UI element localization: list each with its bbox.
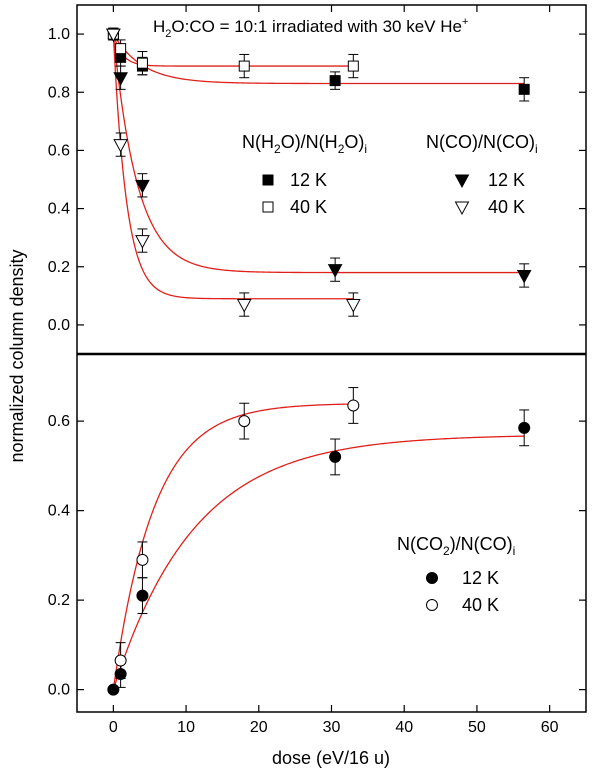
y-tick-label: 0.6 [48, 413, 70, 430]
legend-co-40k-label: 40 K [488, 197, 525, 217]
x-ticks: 0 10 20 30 40 50 60 [109, 5, 559, 736]
legend-h2o-label: N(H2O)/N(H2O)i [242, 132, 367, 156]
data-point [238, 415, 251, 428]
fit-curve [112, 34, 354, 300]
data-point [329, 450, 342, 463]
legend-marker [262, 201, 274, 213]
data-point [347, 399, 360, 412]
legend-marker [454, 174, 470, 189]
y-tick-label: 0.0 [48, 317, 70, 334]
y-tick-label: 0.0 [48, 682, 70, 699]
y-tick-label: 0.6 [48, 142, 70, 159]
data-point [238, 60, 250, 72]
x-tick-label: 50 [468, 719, 486, 736]
legend-co2-label: N(CO2)/N(CO)i [397, 534, 515, 558]
data-point [136, 553, 149, 566]
bottom-panel-y-ticks: 0.0 0.2 0.4 0.6 [48, 413, 586, 699]
data-point [136, 589, 149, 602]
data-point [516, 269, 532, 284]
fit-curves [112, 33, 525, 690]
y-tick-label: 0.8 [48, 84, 70, 101]
top-panel-y-ticks: 0.0 0.2 0.4 0.6 0.8 1.0 [48, 26, 586, 334]
legend-co-12k-label: 12 K [488, 170, 525, 190]
data-point [106, 28, 121, 43]
y-tick-label: 0.2 [48, 259, 70, 276]
fit-curve [112, 403, 354, 690]
x-tick-label: 10 [177, 719, 195, 736]
legend-co-40k-marker [454, 201, 470, 216]
legend-co2-12k-label: 12 K [462, 568, 499, 588]
y-tick-label: 1.0 [48, 26, 70, 43]
x-axis-label: dose (eV/16 u) [272, 748, 390, 768]
data-point [327, 264, 343, 278]
legend-h2o-12k-marker [262, 174, 274, 186]
data-point [113, 139, 128, 153]
legend-h2o-40k-marker [262, 201, 274, 213]
legend-h2o-12k-label: 12 K [290, 170, 327, 190]
data-point [113, 72, 128, 86]
legend-co2-12k-marker [426, 572, 438, 584]
legend-marker [426, 572, 438, 584]
data-point [115, 43, 127, 55]
legend-co2-40k-label: 40 K [462, 595, 499, 615]
data-point [329, 75, 341, 87]
data-points [106, 27, 532, 696]
legend-co2-40k-marker [426, 599, 438, 611]
legend-marker [454, 201, 470, 216]
legend-marker [262, 174, 274, 186]
x-tick-label: 30 [323, 719, 341, 736]
data-point [107, 683, 120, 696]
fit-curve [112, 33, 525, 85]
x-tick-label: 40 [395, 719, 413, 736]
data-point [347, 60, 359, 72]
plot-frame [76, 4, 587, 713]
data-point [236, 299, 252, 313]
data-point [136, 57, 148, 69]
legend-h2o-40k-label: 40 K [290, 197, 327, 217]
x-tick-label: 60 [541, 719, 559, 736]
legend-co-label: N(CO)/N(CO)i [426, 132, 538, 156]
chart-title: H2O:CO = 10:1 irradiated with 30 keV He+ [153, 16, 468, 40]
data-point [518, 83, 530, 95]
x-tick-label: 20 [250, 719, 268, 736]
legend-marker [426, 599, 438, 611]
data-point [345, 299, 361, 313]
fit-curve [112, 435, 525, 690]
data-point [114, 654, 127, 667]
data-point [518, 421, 531, 434]
y-axis-label: normalized column density [7, 249, 27, 462]
data-point [135, 235, 150, 249]
legend-co-12k-marker [454, 174, 470, 189]
x-tick-label: 0 [109, 719, 118, 736]
fit-curve [112, 33, 354, 67]
y-tick-label: 0.4 [48, 201, 70, 218]
y-tick-label: 0.2 [48, 592, 70, 609]
y-tick-label: 0.4 [48, 503, 70, 520]
fit-curve [112, 34, 525, 274]
data-point [135, 179, 150, 194]
